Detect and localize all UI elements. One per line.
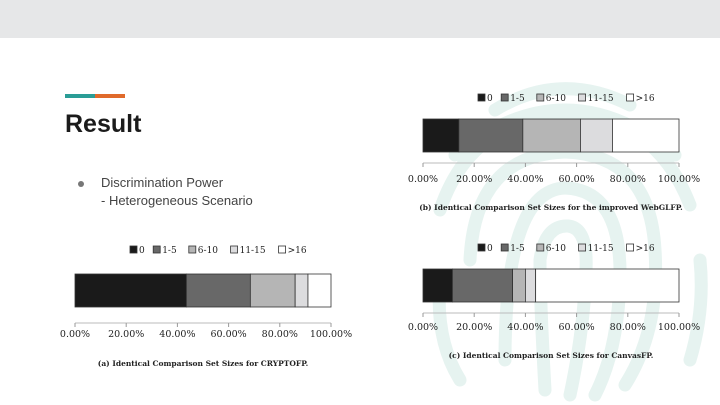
legend-label: 6-10 bbox=[198, 246, 218, 256]
legend-swatch bbox=[626, 243, 635, 252]
legend-swatch bbox=[230, 245, 239, 254]
top-band bbox=[0, 0, 720, 38]
legend-swatch bbox=[578, 93, 587, 102]
chart-svg: 0 1-5 6-10 11-15 >16 0.00% 20.00% 40.00% 60.00% 8… bbox=[408, 243, 700, 360]
bar-segment-6-10 bbox=[249, 273, 296, 308]
x-tick-label: 0.00% bbox=[408, 174, 438, 185]
x-tick-label: 20.00% bbox=[456, 174, 492, 185]
x-tick-label: 100.00% bbox=[310, 329, 352, 340]
legend: 0 1-5 6-10 11-15 >16 bbox=[129, 245, 307, 256]
legend-swatch bbox=[188, 245, 197, 254]
legend-swatch bbox=[477, 243, 486, 252]
x-tick-label: 40.00% bbox=[159, 329, 195, 340]
legend-label: >16 bbox=[288, 246, 307, 256]
legend-swatch bbox=[536, 243, 545, 252]
legend-swatch bbox=[536, 93, 545, 102]
slide-title: Result bbox=[65, 110, 142, 138]
legend-swatch bbox=[500, 93, 509, 102]
x-tick-label: 40.00% bbox=[507, 174, 543, 185]
legend-label: 11-15 bbox=[240, 246, 266, 256]
legend: 0 1-5 6-10 11-15 >16 bbox=[477, 243, 655, 254]
bar-segment-6-10 bbox=[522, 118, 581, 153]
x-tick-label: 60.00% bbox=[210, 329, 246, 340]
bar-segment-0 bbox=[422, 268, 453, 303]
x-tick-label: 20.00% bbox=[108, 329, 144, 340]
x-tick-label: 80.00% bbox=[262, 329, 298, 340]
accent-bar-orange bbox=[95, 94, 125, 98]
bullet-icon bbox=[78, 181, 84, 187]
bar-segment->16 bbox=[612, 118, 680, 153]
legend-swatch bbox=[152, 245, 161, 254]
bar-segment->16 bbox=[307, 273, 332, 308]
legend-swatch bbox=[500, 243, 509, 252]
legend-label: 6-10 bbox=[546, 244, 566, 254]
bar-segment-0 bbox=[74, 273, 187, 308]
bar-segment-1-5 bbox=[185, 273, 251, 308]
legend-label: >16 bbox=[636, 94, 655, 104]
chart-svg: 0 1-5 6-10 11-15 >16 0.00% 20.00% 40.00% 60.00% 8… bbox=[408, 93, 700, 212]
x-tick-label: 0.00% bbox=[60, 329, 90, 340]
legend-label: 0 bbox=[487, 94, 493, 104]
bar-segment-6-10 bbox=[512, 268, 526, 303]
legend-swatch bbox=[477, 93, 486, 102]
legend-label: 11-15 bbox=[588, 94, 614, 104]
legend-label: 1-5 bbox=[162, 246, 177, 256]
x-tick-label: 80.00% bbox=[610, 322, 646, 333]
legend-label: >16 bbox=[636, 244, 655, 254]
chart-c: 0 1-5 6-10 11-15 >16 0.00% 20.00% 40.00% 60.00% 8… bbox=[408, 238, 713, 368]
legend-label: 11-15 bbox=[588, 244, 614, 254]
legend-label: 6-10 bbox=[546, 94, 566, 104]
x-tick-label: 100.00% bbox=[658, 174, 700, 185]
bar-segment-11-15 bbox=[525, 268, 537, 303]
legend-label: 0 bbox=[487, 244, 493, 254]
legend-swatch bbox=[129, 245, 138, 254]
bar-segment-11-15 bbox=[294, 273, 309, 308]
bullet-item: Discrimination Power - Heterogeneous Sce… bbox=[101, 174, 253, 210]
legend-label: 1-5 bbox=[510, 94, 525, 104]
x-tick-label: 20.00% bbox=[456, 322, 492, 333]
legend: 0 1-5 6-10 11-15 >16 bbox=[477, 93, 655, 104]
bar-segment-11-15 bbox=[580, 118, 613, 153]
legend-swatch bbox=[626, 93, 635, 102]
bar-segment->16 bbox=[535, 268, 680, 303]
x-tick-label: 100.00% bbox=[658, 322, 700, 333]
x-tick-label: 0.00% bbox=[408, 322, 438, 333]
bar-segment-1-5 bbox=[452, 268, 513, 303]
chart-b: 0 1-5 6-10 11-15 >16 0.00% 20.00% 40.00% 60.00% 8… bbox=[408, 88, 713, 218]
chart-caption: (b) Identical Comparison Set Sizes for t… bbox=[419, 203, 683, 212]
x-tick-label: 80.00% bbox=[610, 174, 646, 185]
bar-segment-1-5 bbox=[458, 118, 524, 153]
legend-swatch bbox=[278, 245, 287, 254]
bullet-line-2: - Heterogeneous Scenario bbox=[101, 193, 253, 208]
legend-swatch bbox=[578, 243, 587, 252]
x-tick-label: 60.00% bbox=[558, 322, 594, 333]
bullet-line-1: Discrimination Power bbox=[101, 175, 224, 190]
chart-svg: 0 1-5 6-10 11-15 >16 0.00% 20.00% 40.00% 60.00% 8… bbox=[60, 245, 352, 368]
chart-caption: (a) Identical Comparison Set Sizes for C… bbox=[98, 359, 308, 368]
bar-segment-0 bbox=[422, 118, 460, 153]
legend-label: 0 bbox=[139, 246, 145, 256]
x-tick-label: 40.00% bbox=[507, 322, 543, 333]
chart-caption: (c) Identical Comparison Set Sizes for C… bbox=[449, 351, 654, 360]
accent-bar-teal bbox=[65, 94, 95, 98]
chart-a: 0 1-5 6-10 11-15 >16 0.00% 20.00% 40.00% 60.00% 8… bbox=[60, 240, 360, 375]
x-tick-label: 60.00% bbox=[558, 174, 594, 185]
legend-label: 1-5 bbox=[510, 244, 525, 254]
